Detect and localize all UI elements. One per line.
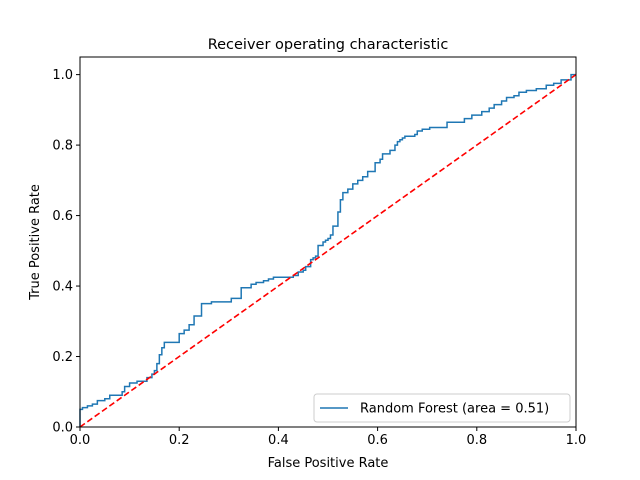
x-axis: 0.0 0.2 0.4 0.6 0.8 1.0 <box>70 427 587 448</box>
y-tick-label: 0.2 <box>52 350 73 365</box>
chart-title: Receiver operating characteristic <box>208 37 449 53</box>
chance-diagonal-line <box>79 73 577 428</box>
legend: Random Forest (area = 0.51) <box>313 393 571 423</box>
plot-area-background <box>80 57 576 427</box>
plot-frame <box>79 56 577 428</box>
x-axis-label: False Positive Rate <box>268 456 389 471</box>
y-axis: 0.0 0.2 0.4 0.6 0.8 1.0 <box>52 68 80 436</box>
y-tick-label: 0.6 <box>52 209 73 224</box>
x-tick-label: 0.8 <box>466 433 487 448</box>
y-tick-label: 0.8 <box>52 139 73 154</box>
y-tick-label: 0.4 <box>52 280 73 295</box>
series-line-random-forest <box>79 73 576 427</box>
y-tick-label: 1.0 <box>52 68 73 83</box>
x-tick-label: 1.0 <box>566 433 587 448</box>
x-tick-label: 0.6 <box>367 433 388 448</box>
x-tick-label: 0.0 <box>70 433 91 448</box>
legend-box <box>313 393 571 423</box>
series-layer <box>79 73 577 428</box>
y-axis-label: True Positive Rate <box>28 184 43 301</box>
legend-label-random-forest: Random Forest (area = 0.51) <box>360 402 549 417</box>
x-tick-label: 0.2 <box>169 433 190 448</box>
y-tick-label: 0.0 <box>52 421 73 436</box>
x-tick-label: 0.4 <box>268 433 289 448</box>
